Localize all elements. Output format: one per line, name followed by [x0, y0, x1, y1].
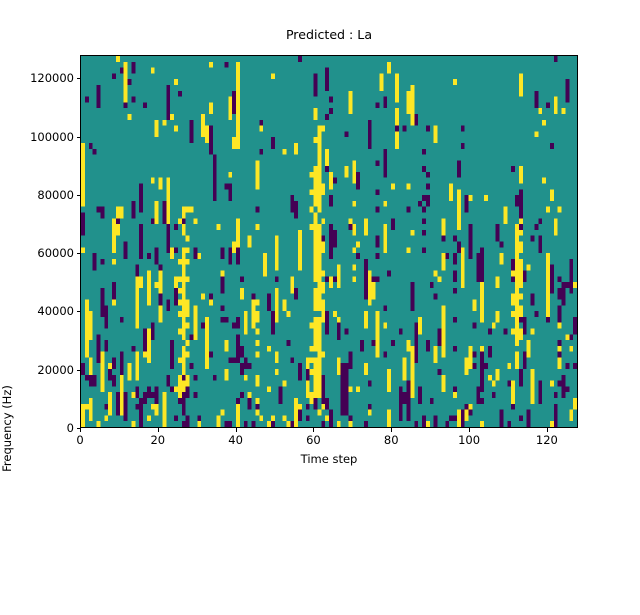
page-title: Predicted : La — [285, 27, 373, 42]
x-tick-mark — [469, 428, 471, 432]
x-tick-mark — [391, 428, 393, 432]
x-tick-label: 120 — [535, 433, 558, 447]
matplotlib-figure: Predicted : La 0 20 40 60 80 100 120 0 20000 400… — [0, 27, 578, 472]
x-tick-mark — [157, 428, 159, 432]
x-tick-mark — [235, 428, 237, 432]
y-tick-mark — [76, 369, 80, 371]
x-tick-mark — [313, 428, 315, 432]
x-tick-label: 100 — [458, 433, 481, 447]
x-tick-label: 60 — [306, 433, 321, 447]
x-tick-mark — [546, 428, 548, 432]
y-tick-label: 100000 — [30, 129, 74, 144]
y-tick-mark — [76, 136, 80, 138]
y-tick-label: 60000 — [37, 246, 74, 261]
y-tick-mark — [76, 253, 80, 255]
x-tick-label: 80 — [383, 433, 399, 447]
x-axis-label: Time step — [300, 452, 358, 466]
x-tick-label: 20 — [150, 433, 166, 447]
y-tick-mark — [76, 78, 80, 80]
x-tick-label: 0 — [76, 433, 84, 447]
y-tick-label: 0 — [66, 421, 74, 435]
y-tick-mark — [76, 311, 80, 313]
y-tick-label: 120000 — [30, 71, 74, 86]
y-tick-mark — [76, 428, 80, 429]
y-axis-label: Frequency (Hz) — [0, 384, 14, 472]
x-tick-label: 40 — [228, 433, 243, 447]
heatmap-plot-area[interactable] — [80, 55, 578, 428]
y-tick-mark — [76, 194, 80, 196]
y-tick-label: 20000 — [37, 362, 74, 377]
heatmap-image — [81, 56, 577, 427]
y-tick-label: 40000 — [37, 304, 74, 319]
x-tick-mark — [80, 428, 81, 432]
y-tick-label: 80000 — [37, 187, 74, 202]
